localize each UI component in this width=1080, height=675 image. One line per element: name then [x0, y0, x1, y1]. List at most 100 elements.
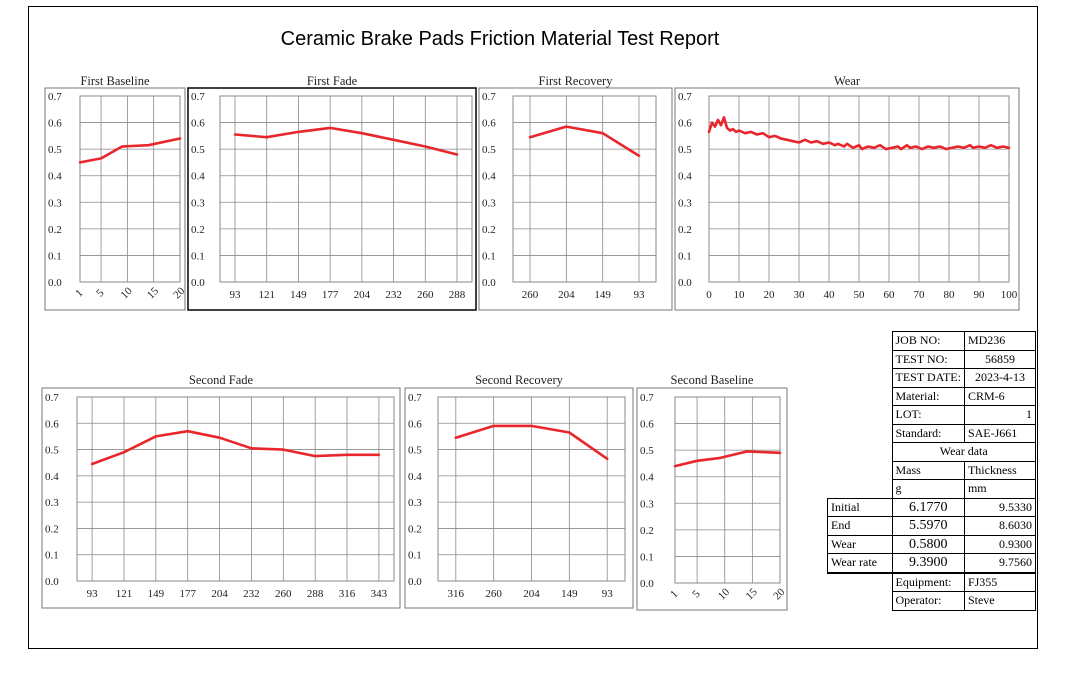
thickness-unit: mm	[963, 479, 1036, 499]
chart-title: Wear	[834, 74, 861, 88]
chart-panel: First Recovery 0.0 0.1 0.2 0.3 0.4 0.5 0.6 0.7 26…	[478, 74, 673, 311]
series-line	[673, 450, 782, 468]
x-tick-label: 20	[771, 586, 788, 603]
wear-row-label: Initial	[827, 497, 893, 517]
wear-row-initial: Initial 6.1770 9.5330	[827, 497, 1036, 517]
y-tick-label: 0.7	[640, 392, 654, 404]
y-tick-label: 0.1	[482, 250, 496, 262]
report-frame	[28, 6, 1038, 649]
x-tick-label: 260	[275, 588, 292, 600]
y-tick-label: 0.4	[408, 471, 422, 483]
y-tick-label: 0.2	[48, 224, 62, 236]
mass-header: Mass	[891, 460, 965, 480]
x-tick-label: 10	[734, 289, 746, 301]
x-tick-label: 232	[385, 289, 402, 301]
y-tick-label: 0.6	[191, 118, 205, 130]
y-tick-label: 0.3	[48, 197, 62, 209]
chart-title: First Fade	[307, 74, 358, 88]
x-tick-label: 149	[148, 588, 165, 600]
x-tick-label: 204	[523, 588, 540, 600]
x-tick-label: 204	[211, 588, 228, 600]
info-row-wear-data: Wear data	[828, 442, 1036, 462]
series-line	[707, 116, 1011, 151]
x-tick-label: 204	[354, 289, 371, 301]
wear-row-thickness: 8.6030	[963, 516, 1036, 536]
y-tick-label: 0.5	[482, 144, 496, 156]
y-tick-label: 0.0	[640, 578, 654, 590]
x-tick-label: 80	[944, 289, 956, 301]
plot-area	[219, 95, 473, 283]
standard-value: SAE-J661	[963, 423, 1036, 443]
chart-panel: Second Recovery 0.0 0.1 0.2 0.3 0.4 0.5 0.6 0.7 3…	[404, 373, 634, 609]
y-tick-label: 0.1	[640, 551, 654, 563]
chart-frame	[41, 387, 401, 609]
wear-row-label: End	[827, 516, 893, 536]
y-tick-label: 0.7	[678, 91, 692, 103]
chart-frame	[404, 387, 634, 609]
standard-label: Standard:	[891, 423, 965, 443]
series-line	[528, 125, 641, 158]
operator-label: Operator:	[891, 591, 965, 611]
y-tick-label: 0.4	[678, 171, 692, 183]
chart-title: Second Baseline	[671, 373, 754, 387]
wear-row-thickness: 0.9300	[963, 534, 1036, 554]
x-tick-label: 93	[230, 289, 242, 301]
y-tick-label: 0.4	[45, 471, 59, 483]
y-tick-label: 0.0	[45, 576, 59, 588]
y-tick-label: 0.1	[408, 550, 422, 562]
y-tick-label: 0.2	[191, 224, 205, 236]
chart-panel: First Fade 0.0 0.1 0.2 0.3 0.4 0.5 0.6 0.7 93 121 1…	[187, 74, 477, 311]
x-tick-label: 149	[561, 588, 578, 600]
x-tick-label: 121	[116, 588, 133, 600]
x-tick-label: 177	[179, 588, 196, 600]
y-tick-label: 0.2	[45, 523, 59, 535]
x-tick-label: 288	[307, 588, 324, 600]
x-tick-label: 260	[417, 289, 434, 301]
y-tick-label: 0.7	[482, 91, 496, 103]
wear-row-thickness: 9.7560	[963, 553, 1036, 574]
x-tick-label: 260	[522, 289, 539, 301]
y-tick-label: 0.7	[45, 392, 59, 404]
wear-row-label: Wear rate	[827, 553, 893, 574]
y-tick-label: 0.4	[482, 171, 496, 183]
x-tick-label: 10	[119, 285, 136, 302]
series-line	[90, 429, 381, 466]
x-tick-label: 204	[558, 289, 575, 301]
y-tick-label: 0.0	[48, 277, 62, 289]
lot-value: 1	[963, 405, 1036, 425]
y-tick-label: 0.3	[482, 197, 496, 209]
material-label: Material:	[891, 386, 965, 406]
wear-row-mass: 5.5970	[891, 516, 965, 536]
plot-area	[512, 95, 657, 283]
y-tick-label: 0.3	[640, 498, 654, 510]
series-line	[233, 126, 459, 156]
wear-data-heading: Wear data	[891, 442, 1036, 462]
x-tick-label: 316	[339, 588, 356, 600]
wear-row-thickness: 9.5330	[963, 497, 1036, 517]
x-tick-label: 60	[884, 289, 896, 301]
x-tick-label: 100	[1001, 289, 1018, 301]
mass-unit: g	[891, 479, 965, 499]
info-row-test-no: TEST NO: 56859	[828, 349, 1036, 369]
x-tick-label: 93	[87, 588, 99, 600]
plot-area	[76, 396, 395, 582]
operator-value: Steve	[963, 591, 1036, 611]
x-tick-label: 121	[258, 289, 275, 301]
y-tick-label: 0.6	[640, 419, 654, 431]
y-tick-label: 0.7	[191, 91, 205, 103]
info-row-job: JOB NO: MD236	[828, 331, 1036, 351]
equipment-value: FJ355	[963, 572, 1036, 592]
chart-panel: Second Baseline 0.0 0.1 0.2 0.3 0.4 0.5 0.6 0.7 1…	[636, 373, 788, 611]
test-info-table: JOB NO: MD236 TEST NO: 56859 TEST DATE: …	[827, 331, 1036, 611]
x-tick-label: 93	[633, 289, 645, 301]
thickness-header: Thickness	[963, 460, 1036, 480]
y-tick-label: 0.1	[45, 550, 59, 562]
chart-panel: Wear 0.0 0.1 0.2 0.3 0.4 0.5 0.6 0.7 0 10 20 30 40 50 6…	[674, 74, 1020, 311]
y-tick-label: 0.6	[45, 418, 59, 430]
wear-row-wear: Wear 0.5800 0.9300	[827, 534, 1036, 554]
x-tick-label: 149	[290, 289, 307, 301]
x-tick-label: 50	[854, 289, 866, 301]
y-tick-label: 0.0	[408, 576, 422, 588]
y-tick-label: 0.7	[48, 91, 62, 103]
